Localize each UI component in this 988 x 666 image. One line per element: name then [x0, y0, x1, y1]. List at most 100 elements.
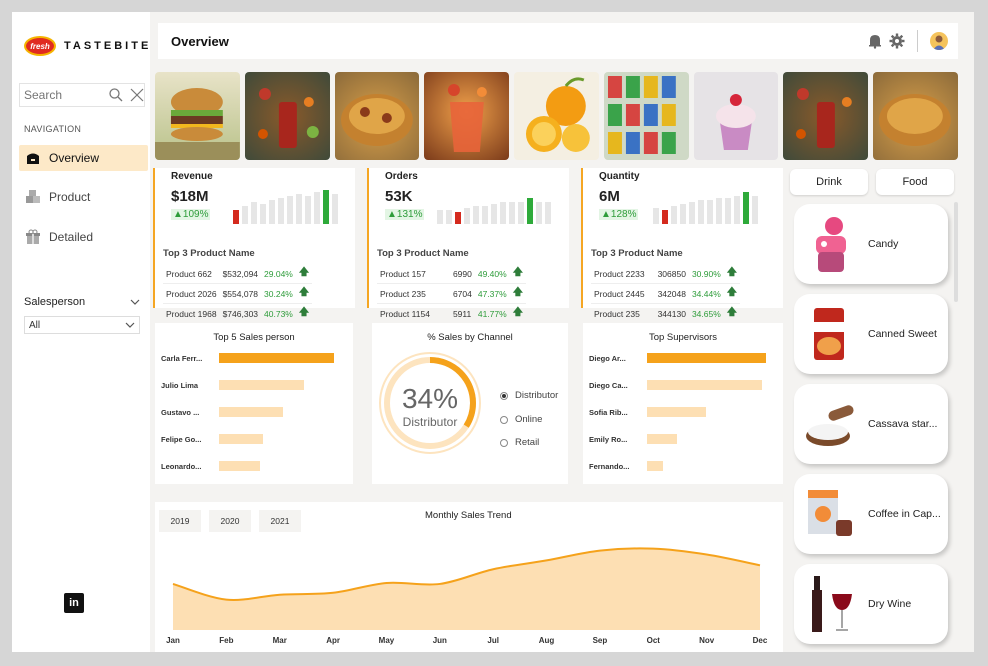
avatar[interactable]: [930, 32, 948, 50]
year-2020-button[interactable]: 2020: [209, 510, 251, 532]
overview-icon: [27, 153, 39, 164]
product-name: Coffee in Cap...: [868, 508, 941, 520]
close-icon[interactable]: [130, 88, 144, 102]
radio-label: Retail: [515, 437, 540, 448]
table-row: Product 2233 306850 30.90% 🡅: [591, 264, 741, 284]
x-tick-label: Jun: [433, 636, 447, 645]
bar: [647, 353, 766, 363]
kpi-label: Orders: [385, 171, 418, 182]
bar-row[interactable]: Leonardo...: [161, 461, 261, 471]
search-box: [19, 83, 145, 107]
product-card[interactable]: Dry Wine: [794, 564, 948, 644]
tab-food[interactable]: Food: [876, 169, 954, 195]
linkedin-icon[interactable]: in: [64, 593, 84, 613]
header-bar: Overview: [158, 23, 958, 59]
salesperson-dropdown[interactable]: All: [24, 316, 140, 334]
cassava-icon: [806, 405, 854, 446]
salesperson-filter-label[interactable]: Salesperson: [24, 296, 140, 308]
sidebar-item-overview[interactable]: Overview: [19, 145, 148, 171]
kpi-sparkbars: [233, 190, 338, 224]
year-2021-button[interactable]: 2021: [259, 510, 301, 532]
canned-sweet-icon: [814, 308, 844, 360]
radio-online[interactable]: Online: [500, 414, 542, 425]
product-card[interactable]: Cassava star...: [794, 384, 948, 464]
bar: [219, 380, 304, 390]
up-arrow-icon: 🡅: [723, 283, 741, 304]
brand-logo[interactable]: fresh TASTEBITE: [24, 36, 151, 56]
radio-dot: [500, 391, 508, 400]
x-tick-label: Aug: [539, 636, 555, 645]
kpi-quantity: Quantity 6M ▲128% Top 3 Product Name Pro…: [581, 168, 783, 324]
trend-chart: Jan Feb Mar Apr May Jun Jul Aug Sep Oct Nov Dec: [166, 547, 768, 645]
biryani-image: [334, 72, 420, 160]
page-title: Overview: [171, 34, 229, 49]
radio-retail[interactable]: Retail: [500, 437, 539, 448]
top3-table: Product 2233 306850 30.90% 🡅 Product 2445 34…: [591, 264, 741, 324]
bar-row[interactable]: Diego Ar...: [589, 353, 766, 363]
bar-row[interactable]: Julio Lima: [161, 380, 304, 390]
search-input[interactable]: [24, 88, 104, 102]
top-sales-panel: Top 5 Sales person Carla Ferr... Julio Li…: [155, 323, 353, 484]
header-divider: [917, 30, 918, 52]
bar-row[interactable]: Fernando...: [589, 461, 664, 471]
sidebar-item-label: Overview: [49, 151, 100, 165]
radio-distributor[interactable]: Distributor: [500, 390, 558, 401]
kpi-change: ▲128%: [599, 209, 639, 220]
juice-image: [424, 72, 510, 160]
bar: [219, 407, 283, 417]
up-arrow-icon: 🡅: [509, 283, 526, 304]
search-icon[interactable]: [108, 87, 124, 103]
biryani-image: [873, 72, 959, 160]
gear-icon[interactable]: [889, 33, 905, 49]
x-tick-label: Apr: [326, 636, 340, 645]
product-list-scrollbar[interactable]: [954, 202, 958, 302]
sidebar-item-detailed[interactable]: Detailed: [19, 224, 148, 250]
supervisors-panel: Top Supervisors Diego Ar... Diego Ca... So…: [583, 323, 783, 484]
up-arrow-icon: 🡅: [509, 264, 526, 284]
tab-drink[interactable]: Drink: [790, 169, 868, 195]
bar-row[interactable]: Gustavo ...: [161, 407, 283, 417]
chart-title: Monthly Sales Trend: [425, 510, 512, 521]
trend-area: [173, 548, 760, 630]
radio-dot: [500, 415, 508, 424]
x-tick-label: Dec: [753, 636, 768, 645]
cola-splash-image: [783, 72, 869, 160]
wine-icon: [812, 576, 852, 632]
bar-row[interactable]: Sofia Rib...: [589, 407, 706, 417]
x-tick-label: May: [379, 636, 395, 645]
bar: [219, 461, 261, 471]
tab-label: Food: [902, 176, 928, 188]
year-label: 2019: [170, 516, 190, 526]
bar-label: Fernando...: [589, 461, 630, 471]
channel-donut: [379, 352, 481, 454]
product-name: Canned Sweet: [868, 328, 937, 340]
x-tick-label: Sep: [593, 636, 608, 645]
bar-row[interactable]: Carla Ferr...: [161, 353, 334, 363]
bar-row[interactable]: Diego Ca...: [589, 380, 762, 390]
burger-image: [155, 72, 240, 160]
cupcake-image: [693, 72, 779, 160]
product-card[interactable]: Candy: [794, 204, 948, 284]
product-card[interactable]: Canned Sweet: [794, 294, 948, 374]
filter-title: Salesperson: [24, 296, 86, 308]
sidebar-item-product[interactable]: Product: [19, 184, 148, 210]
bar: [219, 353, 334, 363]
channel-percent: 34%: [401, 383, 459, 414]
table-row: Product 2445 342048 34.44% 🡅: [591, 283, 741, 304]
bell-settings-icon[interactable]: [867, 33, 883, 49]
year-2019-button[interactable]: 2019: [159, 510, 201, 532]
table-row: Product 235 344130 34.65% 🡅: [591, 303, 741, 324]
food-image-strip: [155, 72, 959, 160]
x-tick-label: Feb: [219, 636, 233, 645]
year-label: 2020: [220, 516, 240, 526]
product-card[interactable]: Coffee in Cap...: [794, 474, 948, 554]
up-arrow-icon: 🡅: [295, 283, 313, 304]
dropdown-value: All: [29, 319, 41, 331]
monthly-trend-panel: 2019 2020 2021 Monthly Sales Trend Jan Fe…: [155, 502, 783, 652]
bar-row[interactable]: Felipe Go...: [161, 434, 263, 444]
top3-title: Top 3 Product Name: [591, 248, 683, 259]
bar-row[interactable]: Emily Ro...: [589, 434, 677, 444]
product-list: Candy Canned Sweet Cassava star... Coffe…: [790, 202, 968, 650]
bar-label: Diego Ca...: [589, 380, 628, 390]
brand-badge: fresh: [24, 36, 56, 56]
